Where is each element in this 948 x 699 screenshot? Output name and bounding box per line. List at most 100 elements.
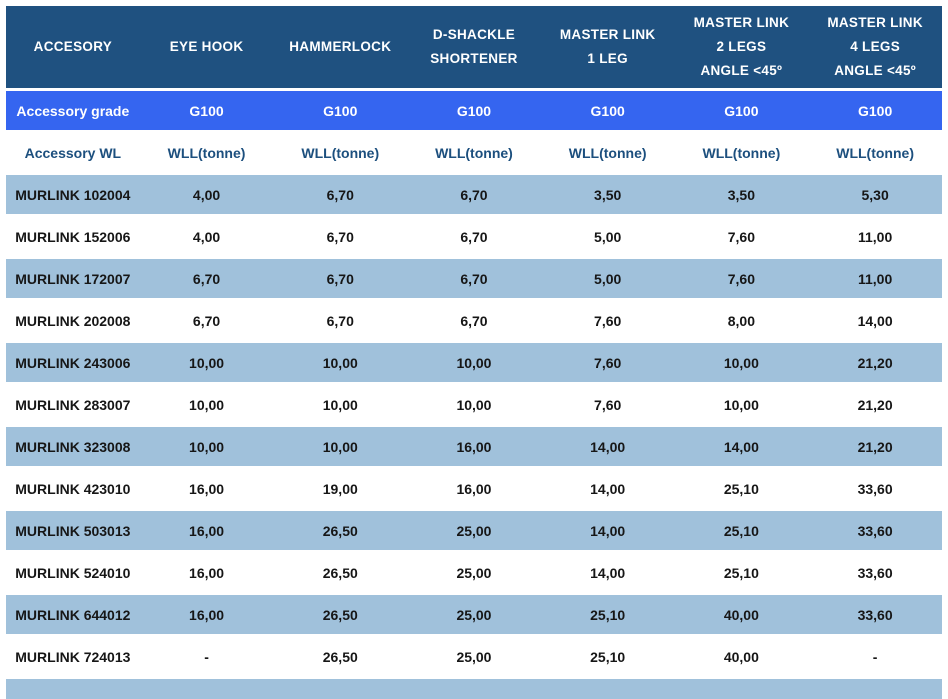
- value-cell: 16,00: [407, 427, 541, 466]
- table-row: MURLINK 524010 16,00 26,50 25,00 14,00 2…: [6, 553, 942, 592]
- value-cell: 5,00: [540, 259, 675, 298]
- row-label: MURLINK 423010: [6, 469, 140, 508]
- grade-cell: G100: [808, 91, 942, 130]
- value-cell: 11,00: [808, 217, 942, 256]
- value-cell: 5,00: [540, 217, 675, 256]
- column-header-hammerlock: HAMMERLOCK: [273, 6, 408, 88]
- value-cell: 6,70: [139, 259, 274, 298]
- column-header-line: ANGLE <45º: [700, 63, 783, 78]
- value-cell: 21,20: [808, 343, 942, 382]
- value-cell: 6,70: [407, 301, 541, 340]
- accessory-wll-table: ACCESORY EYE HOOK HAMMERLOCK D-SHACKLE SH…: [6, 3, 942, 679]
- value-cell: 40,00: [674, 595, 809, 634]
- value-cell: 33,60: [808, 553, 942, 592]
- column-header-line: EYE HOOK: [169, 39, 244, 54]
- value-cell: 6,70: [273, 259, 408, 298]
- value-cell: -: [808, 637, 942, 676]
- value-cell: 6,70: [273, 175, 408, 214]
- value-cell: 10,00: [139, 427, 274, 466]
- value-cell: 7,60: [540, 343, 675, 382]
- value-cell: 25,00: [407, 511, 541, 550]
- column-header-line: 2 LEGS: [716, 39, 767, 54]
- wl-unit-cell: WLL(tonne): [540, 133, 675, 172]
- value-cell: 6,70: [407, 175, 541, 214]
- value-cell: 10,00: [407, 385, 541, 424]
- value-cell: 14,00: [674, 427, 809, 466]
- value-cell: 10,00: [407, 343, 541, 382]
- value-cell: 33,60: [808, 469, 942, 508]
- table-row: MURLINK 243006 10,00 10,00 10,00 7,60 10…: [6, 343, 942, 382]
- table-row: MURLINK 644012 16,00 26,50 25,00 25,10 4…: [6, 595, 942, 634]
- table-row: MURLINK 503013 16,00 26,50 25,00 14,00 2…: [6, 511, 942, 550]
- column-header-line: SHORTENER: [430, 51, 518, 66]
- column-header-eye-hook: EYE HOOK: [139, 6, 274, 88]
- value-cell: 16,00: [139, 595, 274, 634]
- value-cell: 8,00: [674, 301, 809, 340]
- value-cell: 6,70: [139, 301, 274, 340]
- value-cell: 14,00: [808, 301, 942, 340]
- value-cell: 7,60: [674, 259, 809, 298]
- table-row: MURLINK 323008 10,00 10,00 16,00 14,00 1…: [6, 427, 942, 466]
- value-cell: 25,00: [407, 595, 541, 634]
- value-cell: 10,00: [273, 343, 408, 382]
- grade-cell: G100: [407, 91, 541, 130]
- value-cell: 6,70: [407, 217, 541, 256]
- value-cell: 26,50: [273, 553, 408, 592]
- column-header-line: ACCESORY: [33, 39, 113, 54]
- column-header-line: 4 LEGS: [850, 39, 901, 54]
- value-cell: 14,00: [540, 427, 675, 466]
- row-label: MURLINK 724013: [6, 637, 140, 676]
- grade-cell: G100: [139, 91, 274, 130]
- table-row: MURLINK 172007 6,70 6,70 6,70 5,00 7,60 …: [6, 259, 942, 298]
- wl-unit-cell: WLL(tonne): [273, 133, 408, 172]
- value-cell: 6,70: [273, 217, 408, 256]
- value-cell: 6,70: [273, 301, 408, 340]
- value-cell: 3,50: [540, 175, 675, 214]
- value-cell: 40,00: [674, 637, 809, 676]
- value-cell: 10,00: [273, 427, 408, 466]
- value-cell: 10,00: [273, 385, 408, 424]
- value-cell: 25,00: [407, 637, 541, 676]
- value-cell: 33,60: [808, 511, 942, 550]
- value-cell: 14,00: [540, 553, 675, 592]
- value-cell: 3,50: [674, 175, 809, 214]
- row-label: Accessory grade: [6, 91, 140, 130]
- value-cell: 10,00: [674, 343, 809, 382]
- row-label: MURLINK 503013: [6, 511, 140, 550]
- row-label: MURLINK 283007: [6, 385, 140, 424]
- row-label: MURLINK 152006: [6, 217, 140, 256]
- value-cell: 4,00: [139, 217, 274, 256]
- value-cell: -: [139, 637, 274, 676]
- value-cell: 25,10: [674, 469, 809, 508]
- column-header-accessory: ACCESORY: [6, 6, 140, 88]
- value-cell: 10,00: [139, 385, 274, 424]
- column-header-master-link-2-legs: MASTER LINK 2 LEGS ANGLE <45º: [674, 6, 809, 88]
- value-cell: 25,10: [674, 553, 809, 592]
- table-row: MURLINK 423010 16,00 19,00 16,00 14,00 2…: [6, 469, 942, 508]
- column-header-d-shackle-shortener: D-SHACKLE SHORTENER: [407, 6, 541, 88]
- value-cell: 16,00: [407, 469, 541, 508]
- value-cell: 16,00: [139, 469, 274, 508]
- table-row: MURLINK 152006 4,00 6,70 6,70 5,00 7,60 …: [6, 217, 942, 256]
- row-label: MURLINK 172007: [6, 259, 140, 298]
- grade-cell: G100: [273, 91, 408, 130]
- value-cell: 6,70: [407, 259, 541, 298]
- row-label: MURLINK 644012: [6, 595, 140, 634]
- value-cell: 5,30: [808, 175, 942, 214]
- wl-unit-cell: WLL(tonne): [139, 133, 274, 172]
- table-row: MURLINK 102004 4,00 6,70 6,70 3,50 3,50 …: [6, 175, 942, 214]
- accessory-grade-row: Accessory grade G100 G100 G100 G100 G100…: [6, 91, 942, 130]
- value-cell: 25,00: [407, 553, 541, 592]
- column-header-master-link-1-leg: MASTER LINK 1 LEG: [540, 6, 675, 88]
- partial-row-strip: [6, 679, 942, 699]
- row-label: MURLINK 202008: [6, 301, 140, 340]
- wl-unit-cell: WLL(tonne): [407, 133, 541, 172]
- grade-cell: G100: [674, 91, 809, 130]
- column-header-line: 1 LEG: [587, 51, 628, 66]
- row-label: Accessory WL: [6, 133, 140, 172]
- table-row: MURLINK 283007 10,00 10,00 10,00 7,60 10…: [6, 385, 942, 424]
- value-cell: 4,00: [139, 175, 274, 214]
- row-label: MURLINK 243006: [6, 343, 140, 382]
- value-cell: 21,20: [808, 385, 942, 424]
- header-row: ACCESORY EYE HOOK HAMMERLOCK D-SHACKLE SH…: [6, 6, 942, 88]
